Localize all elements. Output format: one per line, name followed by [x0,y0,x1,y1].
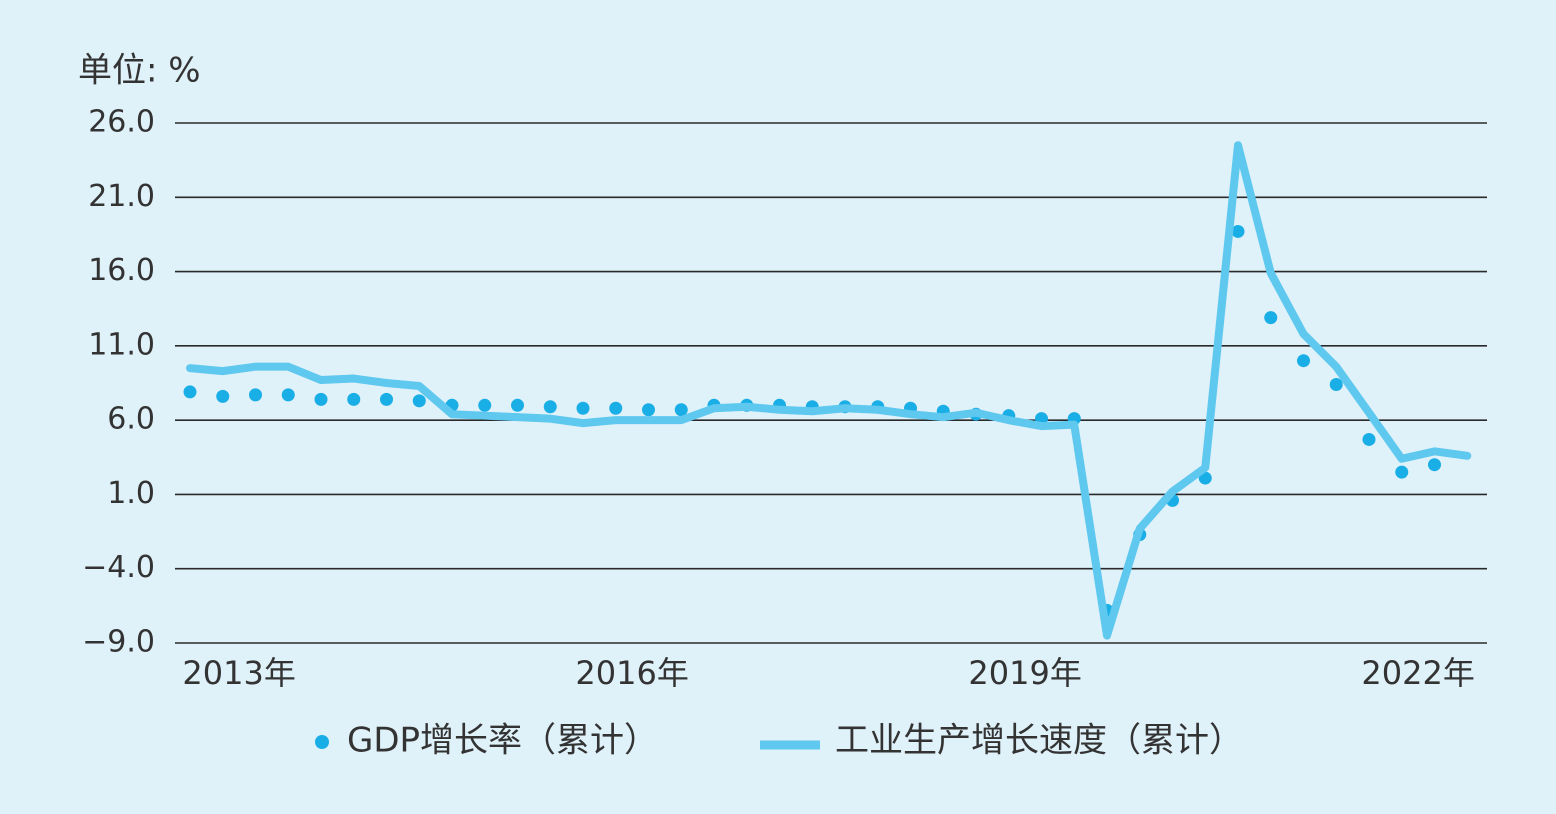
gdp-dot [609,401,623,415]
x-tick-label: 2022年 [1361,654,1474,692]
legend-marker [315,735,329,749]
gdp-dot [1362,432,1376,446]
gdp-dot [674,403,688,417]
gdp-dot [347,392,361,406]
gdp-dot [249,388,262,402]
gdp-dot [1329,377,1343,391]
gdp-dot [314,392,328,406]
gdp-dot [576,401,590,415]
gdp-dot [642,403,655,417]
y-tick-label: 6.0 [107,402,155,437]
x-tick-label: 2016年 [575,654,688,692]
unit-label: 单位: % [78,51,201,91]
gdp-dot [183,385,197,399]
gdp-dot [543,400,557,414]
gdp-dot [216,389,230,403]
gdp-dot [412,394,426,408]
gdp-dot [478,398,492,412]
gdp-dot [511,398,524,412]
gdp-dot [1428,458,1441,472]
y-tick-label: 11.0 [88,327,155,362]
gdp-dot [1264,311,1278,325]
gdp-dot [1395,465,1409,479]
y-tick-label: 21.0 [88,179,155,214]
industry-line [186,141,1472,640]
gdp-dot [281,388,295,402]
x-tick-label: 2019年 [968,654,1081,692]
y-tick-label: 26.0 [88,105,155,140]
legend-label: GDP增长率（累计） [347,721,658,761]
y-tick-label: 1.0 [107,476,155,511]
gdp-dot [1297,354,1310,368]
x-tick-label: 2013年 [182,654,295,692]
y-tick-label: 16.0 [88,253,155,288]
legend-label: 工业生产增长速度（累计） [835,721,1243,761]
gdp-dot [380,392,393,406]
gdp-dot [1231,224,1245,238]
y-tick-label: −9.0 [82,625,155,660]
y-tick-label: −4.0 [82,550,155,585]
